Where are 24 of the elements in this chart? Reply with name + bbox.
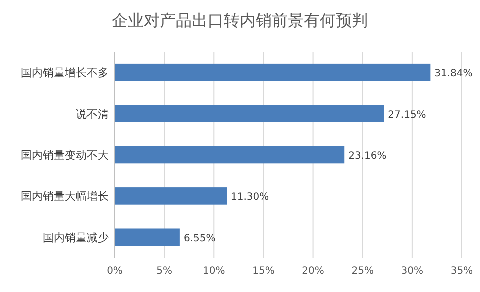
y-tick-label: 国内销量大幅增长 xyxy=(21,190,109,204)
x-tick-label: 15% xyxy=(252,266,275,277)
data-label: 31.84% xyxy=(434,68,473,80)
y-tick-label: 国内销量增长不多 xyxy=(21,66,109,80)
bar xyxy=(115,105,384,122)
y-tick-label: 说不清 xyxy=(76,108,109,121)
y-tick-label: 国内销量减少 xyxy=(43,231,109,244)
x-tick-label: 35% xyxy=(450,266,474,277)
data-label: 6.55% xyxy=(184,233,216,244)
data-label: 23.16% xyxy=(348,151,387,162)
data-label: 27.15% xyxy=(388,110,426,121)
bar xyxy=(115,146,345,164)
bar xyxy=(115,188,228,205)
data-label: 11.30% xyxy=(231,192,270,204)
x-tick-label: 20% xyxy=(302,266,324,277)
x-tick-label: 10% xyxy=(203,266,226,277)
x-tick-label: 5% xyxy=(156,266,173,277)
bar xyxy=(115,64,431,82)
x-tick-label: 25% xyxy=(352,266,374,277)
chart-title: 企业对产品出口转内销前景有何预判 xyxy=(112,11,368,30)
x-tick-label: 30% xyxy=(401,266,424,277)
y-tick-label: 国内销量变动不大 xyxy=(21,149,109,162)
x-tick-label: 0% xyxy=(107,266,123,277)
bar xyxy=(115,228,180,246)
